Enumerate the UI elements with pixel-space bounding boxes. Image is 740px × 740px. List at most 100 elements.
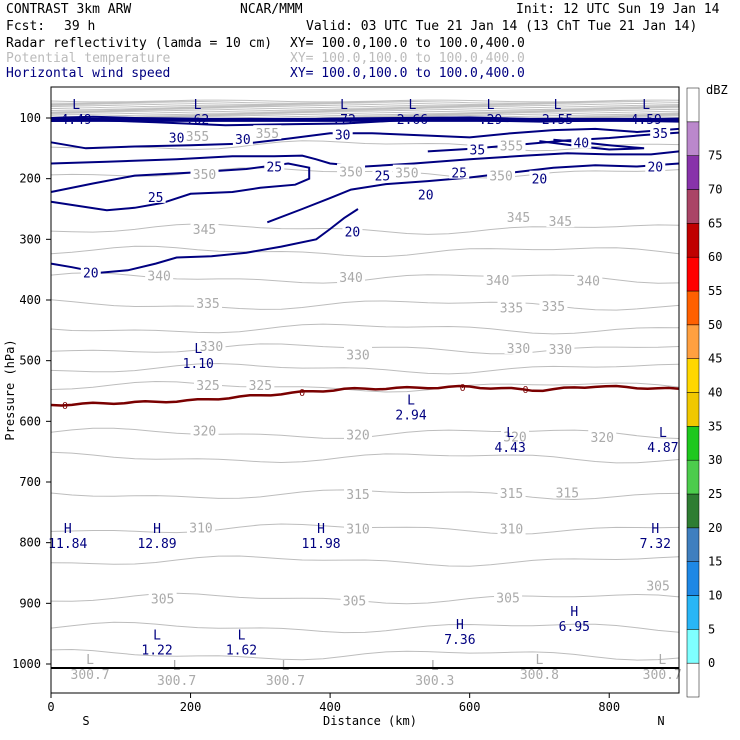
x-tick-label: 200 [180, 700, 202, 714]
wind-label-bg [342, 223, 363, 238]
header: CONTRAST 3km ARW NCAR/MMM Init: 12 UTC S… [6, 2, 720, 81]
theta-label: 335 [542, 300, 565, 315]
reflectivity-contour-label: 0 [522, 385, 528, 396]
theta-label-bg [145, 267, 174, 282]
colorbar-level-label: 0 [708, 656, 715, 670]
reflectivity-0dbz-line [50, 384, 680, 407]
x-tick-label: 400 [319, 700, 341, 714]
wind-label-bg [166, 129, 187, 144]
wind-label-bg [571, 134, 592, 149]
theta-label-bg [497, 484, 526, 499]
theta-label-bg [253, 125, 282, 140]
theta-label-bg [497, 520, 526, 535]
theta-label-bg [644, 577, 673, 592]
theta-stratosphere-line [50, 100, 680, 104]
colorbar-level-label: 25 [708, 487, 722, 501]
marker-value: 300.7 [71, 668, 110, 683]
colorbar-level-label: 10 [708, 589, 722, 603]
high-marker-letter: H [456, 618, 464, 633]
wind-label: 20 [83, 267, 99, 282]
marker-value: 4.49 [60, 113, 91, 128]
marker-value: 2.94 [395, 408, 426, 423]
theta-label-bg [574, 272, 603, 287]
theta-stratosphere-line [50, 109, 680, 113]
theta-label: 320 [591, 431, 614, 446]
theta-label-bg [539, 298, 568, 313]
wind-label-bg [372, 167, 393, 182]
theta-label-bg [497, 299, 526, 314]
colorbar-level-label: 35 [708, 419, 722, 433]
theta-label: 320 [346, 429, 369, 444]
colorbar-swatch [686, 561, 700, 596]
colorbar-level-label: 40 [708, 386, 722, 400]
init-time: Init: 12 UTC Sun 19 Jan 14 [516, 2, 720, 17]
marker-value: 4.87 [647, 441, 678, 456]
colorbar-swatch [686, 290, 700, 326]
marker-value: 2.55 [542, 113, 573, 128]
colorbar-swatch [686, 527, 700, 562]
low-marker-letter: L [282, 659, 290, 674]
wind-label-bg [232, 131, 253, 146]
wind-label: 35 [470, 144, 486, 159]
wind-label-bg [467, 141, 488, 156]
marker-value: 11.98 [301, 537, 340, 552]
wind-label: 25 [266, 161, 282, 176]
theta-label-bg [197, 338, 226, 353]
wind-label-bg [80, 264, 101, 279]
theta-label-bg [504, 208, 533, 223]
theta-label: 320 [503, 431, 526, 446]
wind-label: 25 [451, 167, 467, 182]
colorbar-level-label: 5 [708, 622, 715, 636]
marker-value: .29 [479, 113, 502, 128]
theta-label: 325 [249, 379, 272, 394]
colorbar-swatch [686, 662, 700, 698]
theta-label-bg [483, 271, 512, 286]
theta-label-bg [546, 213, 575, 228]
low-marker-letter: L [431, 659, 439, 674]
theta-label-bg [190, 221, 219, 236]
theta-label: 330 [200, 340, 223, 355]
theta-label-bg [246, 376, 275, 391]
marker-value: 1.62 [226, 644, 257, 659]
theta-label-bg [344, 520, 373, 535]
field-xy-wind: XY= 100.0,100.0 to 100.0,400.0 [290, 66, 525, 81]
theta-label: 340 [486, 274, 509, 289]
theta-label-bg [190, 165, 219, 180]
theta-label: 335 [196, 297, 219, 312]
max-min-markers: L4.49L.62L.72L2.66L.29L2.55L4.59L1.10L2.… [48, 98, 682, 689]
south-label: S [82, 714, 89, 728]
colorbar-swatch [686, 629, 700, 664]
wind-label: 20 [647, 161, 663, 176]
theta-label-bg [344, 486, 373, 501]
field-name-reflectivity: Radar reflectivity (lamda = 10 cm) [6, 36, 272, 51]
y-tick-label: 400 [19, 293, 41, 307]
low-marker-letter: L [194, 98, 202, 113]
theta-stratosphere-line [50, 104, 680, 108]
field-name-wind: Horizontal wind speed [6, 66, 170, 81]
reflectivity-contour: 0 0 0 0 [50, 383, 680, 412]
low-marker-letter: L [658, 653, 666, 668]
low-marker-letter: L [407, 393, 415, 408]
theta-label: 330 [346, 349, 369, 364]
plot-area: 0 0 0 0 355 355 355 350 350 350 350 345 345 345 340 34… [48, 86, 682, 694]
wind-label: 25 [375, 170, 391, 185]
reflectivity-contour-label: 0 [62, 401, 68, 412]
colorbar-swatch [686, 392, 700, 427]
x-tick-label: 800 [598, 700, 620, 714]
colorbar-level-label: 20 [708, 521, 722, 535]
theta-label-bg [546, 341, 575, 356]
theta-label-bg [344, 426, 373, 441]
colorbar-swatch [686, 459, 700, 495]
marker-value: 2.66 [397, 113, 428, 128]
reflectivity-contour-label: 0 [299, 388, 305, 399]
marker-value: 11.84 [48, 537, 87, 552]
plot-frame [50, 86, 680, 694]
wind-label-bg [529, 170, 550, 185]
theta-label: 305 [496, 591, 519, 606]
theta-label: 350 [193, 168, 216, 183]
x-tick-label: 0 [47, 700, 54, 714]
theta-label: 355 [186, 130, 209, 145]
y-axis-label: Pressure (hPa) [3, 339, 17, 440]
theta-label: 310 [500, 523, 523, 538]
